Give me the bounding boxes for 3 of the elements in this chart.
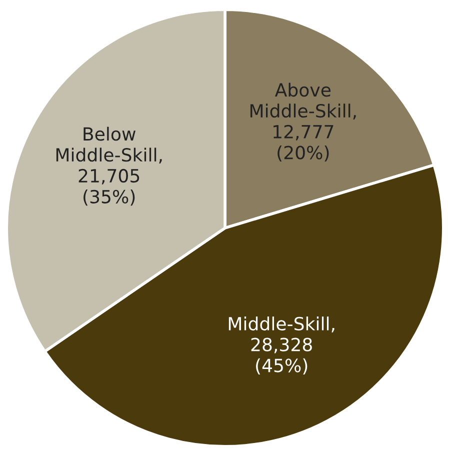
slice-label: Middle-Skill, 28,328 (45%): [228, 316, 334, 374]
slice-label: Below Middle-Skill, 21,705 (35%): [56, 126, 162, 206]
slice-label: Above Middle-Skill, 12,777 (20%): [250, 82, 356, 162]
